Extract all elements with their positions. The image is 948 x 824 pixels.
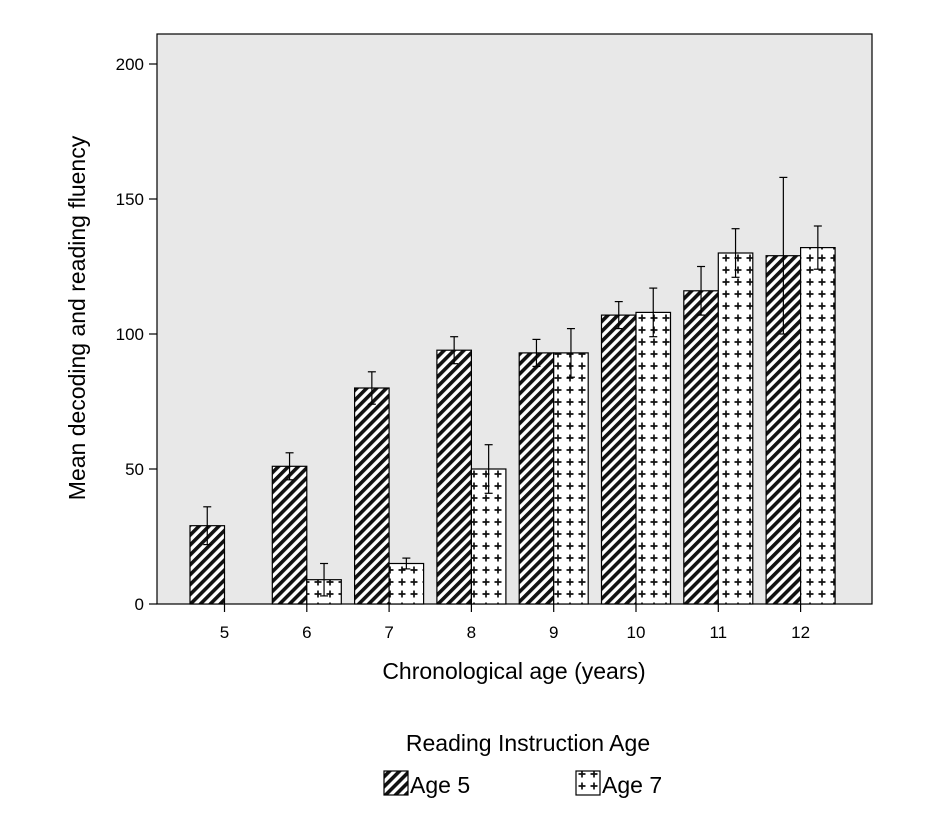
error-bar-age-7-6	[320, 562, 329, 597]
x-tick-label: 8	[467, 623, 476, 642]
bar-age-5-9	[518, 352, 555, 605]
bar-age-5-10	[600, 314, 637, 605]
bar-age-7-10	[635, 311, 672, 605]
error-bar-age-7-12	[813, 225, 822, 270]
error-bar-age-5-11	[697, 265, 706, 316]
error-bar-age-7-7	[402, 557, 411, 570]
error-bar-age-7-10	[649, 287, 658, 338]
y-tick-label: 50	[125, 460, 144, 479]
x-tick-label: 7	[384, 623, 393, 642]
x-tick-label: 6	[302, 623, 311, 642]
x-axis-title: Chronological age (years)	[382, 658, 645, 684]
y-tick-label: 0	[135, 595, 144, 614]
y-tick-label: 200	[116, 55, 144, 74]
error-bar-age-5-5	[203, 506, 212, 546]
x-tick-label: 11	[709, 623, 727, 642]
bar-age-7-12	[799, 247, 836, 605]
error-bar-age-5-8	[450, 336, 459, 365]
legend-title: Reading Instruction Age	[406, 730, 650, 756]
legend-item-age-5: Age 5	[383, 770, 470, 798]
legend-label-age-7: Age 7	[602, 772, 662, 798]
bar-age-7-7	[388, 562, 425, 605]
legend-item-age-7: Age 7	[575, 770, 662, 798]
x-tick-label: 12	[791, 623, 810, 642]
y-tick-label: 150	[116, 190, 144, 209]
error-bar-age-7-8	[484, 444, 493, 494]
y-axis: 0 50 100 150 200	[116, 55, 157, 614]
bar-age-7-11	[717, 252, 754, 605]
bar-age-5-7	[354, 387, 390, 605]
error-bar-age-7-11	[731, 228, 740, 278]
y-axis-title: Mean decoding and reading fluency	[64, 135, 90, 500]
error-bar-age-5-6	[285, 452, 294, 481]
bars-group	[189, 247, 836, 605]
bar-age-5-11	[683, 290, 719, 605]
bar-age-7-9	[553, 352, 589, 605]
error-bar-age-7-9	[566, 328, 575, 378]
error-bar-age-5-9	[532, 338, 541, 367]
legend-swatch-age-7	[575, 770, 601, 796]
error-bar-age-5-10	[614, 301, 623, 330]
plot-area	[156, 33, 873, 605]
y-tick-label: 100	[116, 325, 144, 344]
legend-swatch-age-5	[383, 770, 409, 796]
error-bar-age-5-12	[779, 176, 788, 335]
error-bars-group	[203, 176, 822, 597]
legend-label-age-5: Age 5	[410, 772, 470, 798]
x-tick-label: 5	[220, 623, 229, 642]
bar-age-5-8	[436, 349, 472, 605]
x-axis: 5 6 7 8 9 10 11 12	[220, 604, 810, 642]
x-tick-label: 10	[627, 623, 646, 642]
bar-age-5-6	[271, 465, 308, 605]
error-bar-age-5-7	[367, 371, 376, 405]
x-tick-label: 9	[549, 623, 558, 642]
